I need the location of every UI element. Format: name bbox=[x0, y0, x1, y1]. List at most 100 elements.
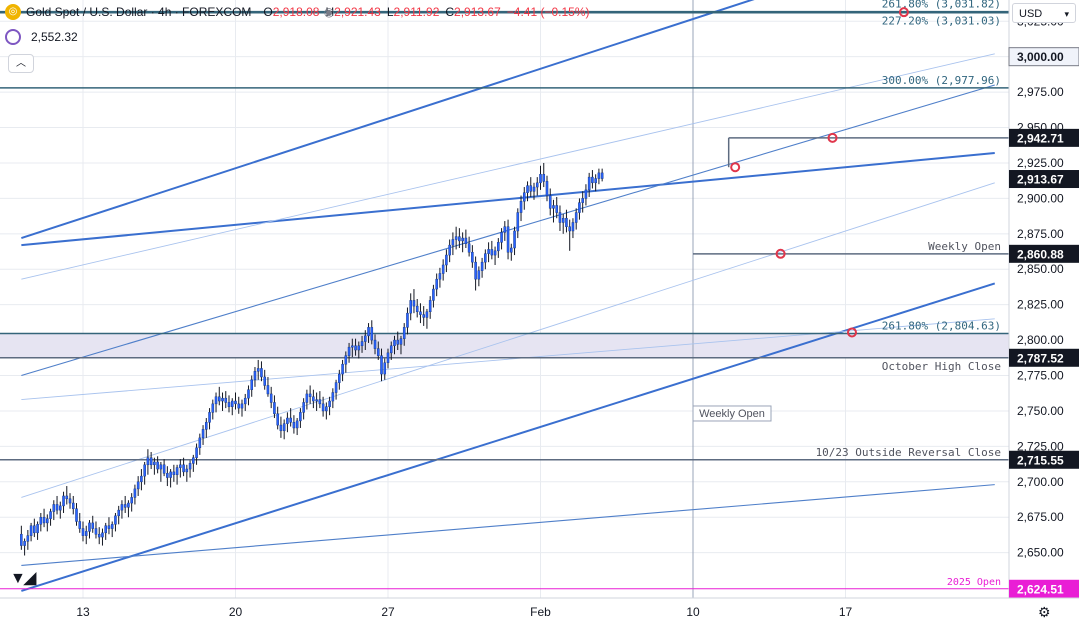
candle-body bbox=[46, 518, 49, 524]
price-tick-label: 2,925.00 bbox=[1017, 156, 1064, 170]
candle-body bbox=[415, 305, 419, 313]
candle-body bbox=[305, 393, 309, 403]
candle-body bbox=[383, 362, 387, 375]
candle-body bbox=[276, 413, 279, 426]
candle-body bbox=[107, 525, 111, 529]
candle-body bbox=[347, 346, 351, 356]
candle-body bbox=[156, 461, 159, 470]
candle-body bbox=[266, 385, 270, 395]
candle-body bbox=[529, 185, 533, 192]
candle-body bbox=[474, 261, 477, 280]
candle-body bbox=[493, 250, 497, 256]
trendline bbox=[21, 53, 995, 280]
price-tag-label: 2,860.88 bbox=[1017, 247, 1064, 261]
candle-body bbox=[23, 541, 26, 546]
candle-body bbox=[237, 403, 241, 409]
candle-body bbox=[438, 273, 442, 280]
ohlc-values: O2,918.08 H2,921.43 L2,911.92 C2,913.67 −4.4… bbox=[263, 5, 595, 19]
ohlc-key: C bbox=[445, 5, 455, 19]
indicator-icon[interactable] bbox=[5, 29, 21, 45]
candle-body bbox=[286, 417, 289, 424]
level-label: 300.00% (2,977.96) bbox=[882, 74, 1001, 87]
candle-body bbox=[464, 237, 468, 244]
candle-body bbox=[42, 516, 46, 524]
candle-body bbox=[584, 189, 588, 199]
candle-body bbox=[594, 178, 597, 184]
candle-body bbox=[341, 363, 344, 375]
marker-circle bbox=[730, 162, 741, 173]
ohlc-value: 2,921.43 bbox=[334, 5, 381, 19]
trendline bbox=[21, 318, 995, 401]
candle-body bbox=[39, 516, 43, 525]
candle-body bbox=[55, 504, 59, 511]
candle-body bbox=[441, 264, 445, 274]
candle-body bbox=[221, 397, 224, 402]
candle-body bbox=[143, 464, 146, 477]
symbol-title[interactable]: Gold Spot / U.S. Dollar · 4h · FOREXCOM bbox=[26, 5, 252, 19]
candle-body bbox=[172, 471, 176, 475]
price-tag bbox=[1009, 128, 1079, 147]
price-tick-label: 2,975.00 bbox=[1017, 85, 1064, 99]
candle-body bbox=[188, 463, 192, 470]
candle-body bbox=[65, 495, 69, 500]
candle-body bbox=[292, 422, 296, 429]
candle-body bbox=[535, 182, 539, 188]
trendline bbox=[21, 152, 995, 247]
candle-body bbox=[240, 403, 244, 409]
candle-body bbox=[195, 447, 198, 458]
indicator-value: 2,552.32 bbox=[31, 30, 78, 44]
candle-body bbox=[522, 192, 526, 202]
candle-body bbox=[273, 402, 276, 415]
marker-circle bbox=[775, 248, 786, 259]
level-label: October High Close bbox=[882, 360, 1001, 373]
market-status-icon[interactable]: ◉ bbox=[323, 5, 335, 19]
candle-body bbox=[510, 247, 513, 253]
candle-body bbox=[260, 368, 263, 378]
candle-body bbox=[448, 244, 451, 256]
candle-body bbox=[110, 524, 114, 529]
price-tag bbox=[1009, 579, 1079, 598]
candle-body bbox=[600, 172, 604, 179]
candle-body bbox=[386, 352, 390, 364]
candle-body bbox=[185, 468, 189, 473]
candle-body bbox=[467, 243, 471, 253]
collapse-legend-button[interactable]: ︿ bbox=[8, 54, 34, 73]
tradingview-logo-icon[interactable]: ▼◢ bbox=[10, 570, 36, 587]
candle-body bbox=[542, 174, 546, 182]
candle-body bbox=[198, 437, 202, 449]
candle-body bbox=[175, 467, 179, 475]
candle-body bbox=[127, 502, 130, 508]
price-tag bbox=[1009, 450, 1079, 469]
gear-icon[interactable]: ⚙ bbox=[1038, 604, 1051, 620]
candle-body bbox=[516, 212, 520, 232]
weekly-open-label: Weekly Open bbox=[699, 408, 765, 420]
candle-body bbox=[578, 202, 581, 213]
candle-body bbox=[36, 524, 39, 534]
currency-label: USD bbox=[1019, 8, 1043, 20]
candle-body bbox=[162, 464, 166, 474]
candle-body bbox=[487, 249, 490, 254]
candle-body bbox=[253, 371, 257, 381]
candle-body bbox=[558, 212, 562, 223]
currency-selector[interactable]: USD ▾ bbox=[1012, 3, 1076, 23]
candle-body bbox=[513, 230, 516, 249]
price-tick-label: 2,875.00 bbox=[1017, 227, 1064, 241]
ohlc-key: H bbox=[325, 5, 335, 19]
candle-body bbox=[399, 338, 403, 345]
candle-body bbox=[224, 397, 228, 403]
candle-body bbox=[78, 521, 82, 529]
candle-body bbox=[279, 424, 283, 432]
trendline bbox=[21, 484, 995, 566]
price-tag-label: 2,787.52 bbox=[1017, 351, 1064, 365]
candle-body bbox=[402, 327, 406, 339]
candle-body bbox=[597, 172, 601, 179]
candle-body bbox=[169, 471, 172, 478]
candle-body bbox=[409, 300, 413, 314]
candle-body bbox=[58, 505, 62, 511]
price-tick-label: 2,850.00 bbox=[1017, 262, 1064, 276]
price-tag bbox=[1009, 170, 1079, 189]
candle-body bbox=[539, 174, 542, 184]
candle-body bbox=[545, 181, 549, 196]
